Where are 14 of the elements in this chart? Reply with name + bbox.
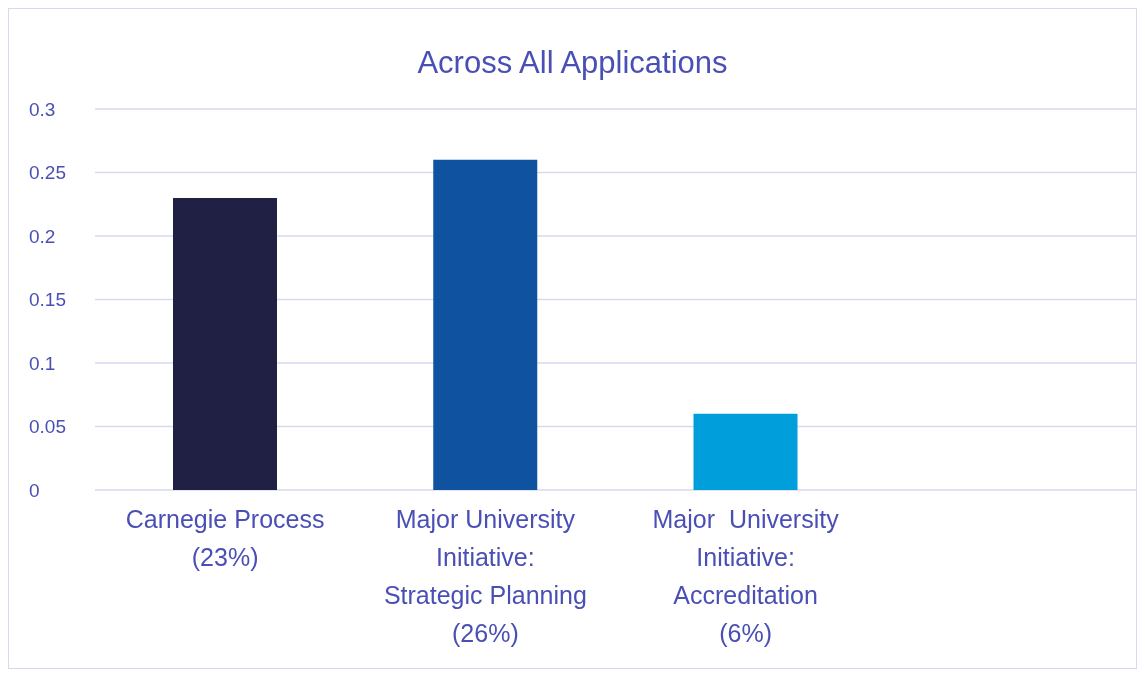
y-tick-label: 0.2: [29, 225, 56, 247]
y-tick-label: 0.25: [29, 162, 66, 184]
y-tick-label: 0.15: [29, 289, 66, 311]
chart-title: Across All Applications: [416, 45, 729, 81]
x-tick-label: Major University Initiative: Strategic Planning (26%): [383, 505, 587, 647]
y-tick-label: 0.05: [29, 416, 66, 438]
y-tick-label: 0.1: [29, 352, 56, 374]
x-tick-label: Major University Initiative: Accreditation (6%): [652, 505, 840, 647]
x-tick-label: Carnegie Process (23%): [125, 505, 325, 571]
bar: [173, 197, 277, 490]
y-tick-label: 0.3: [29, 98, 56, 120]
y-tick-label: 0: [29, 479, 40, 501]
bar: [433, 159, 538, 490]
bar: [693, 413, 798, 490]
